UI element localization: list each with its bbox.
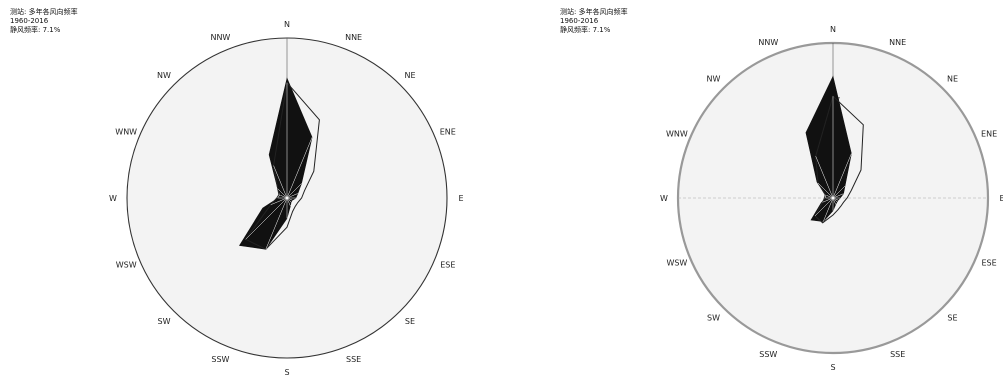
spoke-ne <box>832 185 846 199</box>
spoke-se <box>286 197 292 203</box>
direction-label-sw: SW <box>707 314 720 323</box>
direction-label-ssw: SSW <box>211 355 229 364</box>
spoke-nw <box>277 188 288 199</box>
wind-rose-chart-right: 7654321NNNENEENEEESESESSESSSWSWWSWWWNWNW… <box>660 25 1003 372</box>
spoke-nne <box>832 153 852 199</box>
caption-line: 1960-2016 <box>10 17 49 25</box>
direction-label-wsw: WSW <box>116 261 137 270</box>
wind-rose-chart-left: 7654321NNNENEENEEESESESSESSSWSWWSWWWNWNW… <box>109 20 463 377</box>
spoke-sse <box>286 197 291 207</box>
spoke-sw <box>245 197 288 240</box>
spoke-se <box>832 197 838 203</box>
direction-label-sw: SW <box>158 317 171 326</box>
spoke-nw <box>817 182 834 199</box>
direction-label-ne: NE <box>947 75 958 84</box>
wind-rose-panel-left: 测站: 多年各风向频率 1960-2016 静风频率: 7.1% 7654321… <box>0 0 500 379</box>
direction-label-ne: NE <box>404 71 415 80</box>
spoke-ene <box>286 193 298 199</box>
wind-rose-panel-right: 测站: 多年各风向频率 1960-2016 静风频率: 7.1% 7654321… <box>503 0 1003 379</box>
rose-series-outline <box>244 81 320 250</box>
caption-line: 1960-2016 <box>560 17 599 25</box>
caption-line: 静风频率: 7.1% <box>10 26 61 34</box>
direction-label-wnw: WNW <box>666 129 688 138</box>
caption-line: 测站: 多年各风向频率 <box>560 8 628 16</box>
direction-label-ssw: SSW <box>759 350 777 359</box>
spoke-ssw <box>823 197 834 222</box>
direction-label-sse: SSE <box>890 350 905 359</box>
caption-right: 测站: 多年各风向频率 1960-2016 静风频率: 7.1% <box>560 8 628 35</box>
spoke-ne <box>286 183 302 199</box>
direction-label-wnw: WNW <box>115 127 137 136</box>
rose-series-outline <box>814 95 864 224</box>
spoke-nnw <box>815 156 834 199</box>
direction-label-nne: NNE <box>889 38 906 47</box>
spoke-wnw <box>280 194 288 199</box>
direction-label-nw: NW <box>157 71 171 80</box>
direction-label-w: W <box>109 194 117 203</box>
direction-label-s: S <box>284 368 289 377</box>
spoke-nne <box>286 137 313 199</box>
direction-label-ese: ESE <box>982 259 997 268</box>
spoke-nnw <box>273 165 288 199</box>
spoke-ese <box>286 197 293 201</box>
direction-label-ese: ESE <box>440 261 455 270</box>
direction-label-w: W <box>660 194 668 203</box>
caption-left: 测站: 多年各风向频率 1960-2016 静风频率: 7.1% <box>10 8 78 35</box>
direction-label-nnw: NNW <box>758 38 778 47</box>
direction-label-nnw: NNW <box>210 33 230 42</box>
direction-label-n: N <box>284 20 290 29</box>
spoke-ese <box>832 197 839 201</box>
direction-label-s: S <box>830 363 835 372</box>
direction-label-se: SE <box>405 317 415 326</box>
caption-line: 静风频率: 7.1% <box>560 26 611 34</box>
direction-label-nw: NW <box>707 75 721 84</box>
direction-label-sse: SSE <box>346 355 361 364</box>
spoke-sw <box>814 197 834 217</box>
spoke-wsw <box>270 197 288 205</box>
direction-label-e: E <box>999 194 1003 203</box>
spoke-wnw <box>826 195 834 199</box>
direction-label-e: E <box>458 194 463 203</box>
direction-label-se: SE <box>947 314 957 323</box>
spoke-ene <box>832 193 844 199</box>
direction-label-ene: ENE <box>981 129 997 138</box>
direction-label-nne: NNE <box>345 33 362 42</box>
direction-label-wsw: WSW <box>666 259 687 268</box>
spoke-sse <box>832 197 836 205</box>
spoke-wsw <box>822 197 834 203</box>
direction-label-n: N <box>830 25 836 34</box>
caption-line: 测站: 多年各风向频率 <box>10 8 78 16</box>
direction-label-ene: ENE <box>440 127 456 136</box>
spoke-ssw <box>265 197 288 250</box>
